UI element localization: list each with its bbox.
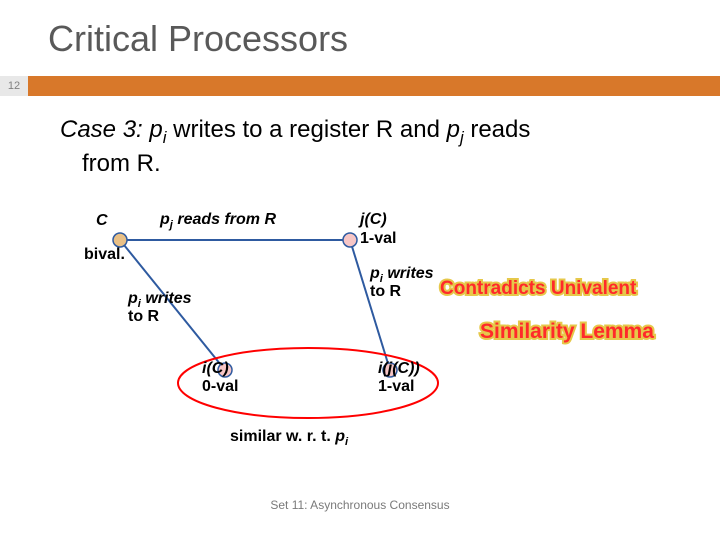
case-line2: from R. xyxy=(60,149,660,179)
label-bival: bival. xyxy=(84,246,125,264)
wordart-similarity: Similarity Lemma xyxy=(480,320,654,344)
label-iC: i(C) xyxy=(202,360,229,378)
page-title: Critical Processors xyxy=(48,18,348,60)
slide-footer: Set 11: Asynchronous Consensus xyxy=(0,498,720,512)
label-jC: j(C) xyxy=(360,211,387,229)
diagram: C bival. pj reads from R j(C) 1-val pi w… xyxy=(60,210,660,470)
label-similar: similar w. r. t. pi xyxy=(230,428,348,448)
wordart-contradicts: Contradicts Univalent xyxy=(440,278,636,300)
page-number: 12 xyxy=(0,76,28,96)
label-toR-b: to R xyxy=(370,283,401,301)
case-line1: Case 3: pi writes to a register R and pj… xyxy=(60,115,660,149)
label-ijC: i(j(C)) xyxy=(378,360,420,378)
label-0val: 0-val xyxy=(202,378,238,396)
case-text: Case 3: pi writes to a register R and pj… xyxy=(60,115,660,179)
label-1val-b: 1-val xyxy=(378,378,414,396)
label-C: C xyxy=(96,212,108,230)
label-toR-a: to R xyxy=(128,308,159,326)
label-1val-a: 1-val xyxy=(360,230,396,248)
accent-bar xyxy=(0,76,720,96)
label-pj-reads: pj reads from R xyxy=(160,211,276,232)
